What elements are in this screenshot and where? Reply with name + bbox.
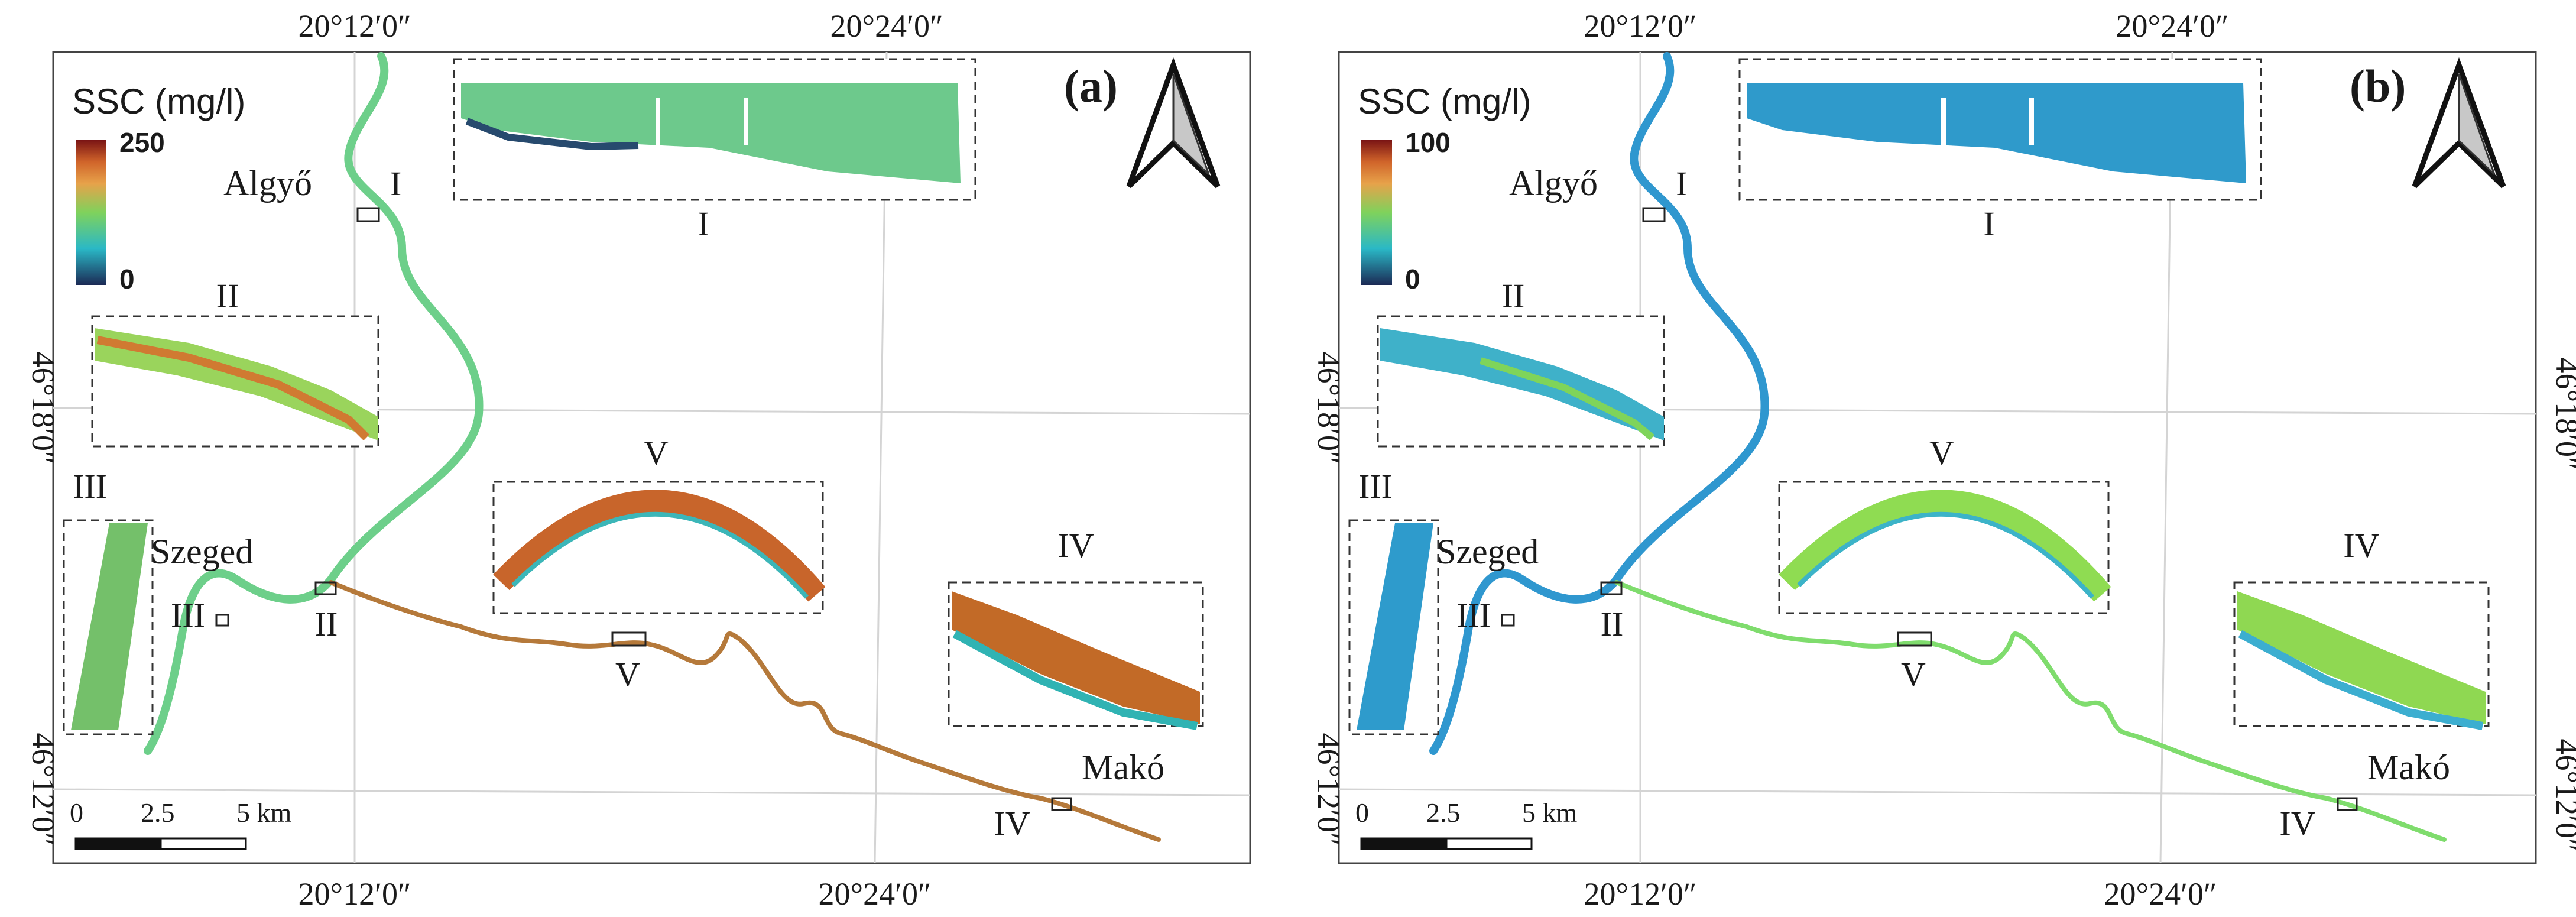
inset-label-iv: IV	[2343, 526, 2379, 565]
lon-label-top-right: 20°24′0″	[830, 8, 943, 44]
place-mako: Makó	[1082, 748, 1164, 787]
site-box-iv	[2337, 797, 2358, 811]
legend-title: SSC (mg/l)	[1358, 82, 1531, 121]
inset-ii-river	[1380, 328, 1664, 440]
north-arrow-icon	[2412, 57, 2506, 189]
panel-b: I II III IV V I II III V IV Algyő Szeged…	[1311, 8, 2576, 912]
inset-iii-river	[1357, 523, 1433, 730]
lon-label-top-left: 20°12′0″	[299, 8, 411, 44]
scale-bar	[1360, 837, 1533, 850]
site-label-v: V	[1901, 655, 1926, 694]
inset-v-edge	[1797, 512, 2094, 599]
place-szeged: Szeged	[1436, 532, 1539, 571]
inset-label-v: V	[644, 433, 669, 472]
scale-label-0: 0	[1355, 798, 1369, 828]
legend-max: 250	[119, 127, 165, 158]
legend-color-ramp	[76, 140, 106, 285]
inset-label-iii: III	[1358, 467, 1393, 506]
legend-color-ramp	[1361, 140, 1392, 285]
lat-label-upper: 46°18′0″	[1311, 352, 1347, 465]
panel-label: (b)	[2350, 60, 2406, 112]
inset-iv-river	[952, 591, 1200, 724]
legend-title: SSC (mg/l)	[72, 82, 245, 121]
inset-label-v: V	[1929, 433, 1954, 472]
inset-i-edge	[465, 118, 639, 151]
site-label-iii: III	[1456, 596, 1491, 634]
site-box-v	[1897, 631, 1932, 647]
inset-i-river	[1747, 83, 2246, 183]
site-box-v	[611, 631, 647, 647]
lon-label-top-left: 20°12′0″	[1584, 8, 1697, 44]
scale-bar	[74, 837, 247, 850]
site-label-v: V	[615, 655, 640, 694]
scale-label-end: 5 km	[236, 798, 292, 828]
grid-line	[53, 788, 1251, 796]
site-label-i: I	[390, 164, 401, 203]
inset-ii-bank	[1480, 357, 1654, 440]
lat-label-upper-right: 46°18′0″	[2549, 358, 2576, 471]
inset-i-river	[461, 83, 961, 183]
panel-a: I II III IV V I II III V IV Algyő Szeged…	[25, 8, 1251, 912]
inset-label-iv: IV	[1057, 526, 1094, 565]
grid-line	[1338, 788, 2536, 796]
legend-min: 0	[1405, 264, 1420, 294]
lon-label-bottom-left: 20°12′0″	[299, 876, 411, 912]
site-label-i: I	[1676, 164, 1687, 203]
inset-v-edge	[511, 512, 809, 599]
lat-label-lower-right: 46°12′0″	[2549, 739, 2576, 852]
scale-label-0: 0	[70, 798, 83, 828]
legend-max: 100	[1405, 127, 1451, 158]
inset-iv-edge	[2238, 630, 2484, 730]
site-label-iii: III	[171, 596, 205, 634]
inset-iii-river	[71, 523, 148, 730]
inset-label-ii: II	[216, 277, 239, 315]
lon-label-top-right: 20°24′0″	[2116, 8, 2229, 44]
place-algyo: Algyő	[1509, 164, 1598, 203]
lat-label-lower: 46°12′0″	[25, 733, 61, 846]
site-label-ii: II	[315, 605, 338, 643]
scale-label-end: 5 km	[1522, 798, 1578, 828]
site-box-ii	[1600, 581, 1623, 595]
inset-label-ii: II	[1502, 277, 1525, 315]
inset-v-arc	[1779, 490, 2111, 602]
site-label-iv: IV	[2279, 804, 2315, 843]
inset-label-i: I	[1983, 205, 1994, 243]
inset-iv-river	[2237, 591, 2486, 724]
inset-v-arc	[493, 490, 826, 602]
lat-label-upper: 46°18′0″	[25, 352, 61, 465]
lon-label-bottom-left: 20°12′0″	[1584, 876, 1697, 912]
north-arrow-icon	[1126, 57, 1221, 189]
site-box-i	[1642, 207, 1666, 222]
site-label-ii: II	[1601, 605, 1624, 643]
site-box-ii	[314, 581, 337, 595]
place-szeged: Szeged	[151, 532, 253, 571]
site-box-iv	[1051, 797, 1072, 811]
place-mako: Makó	[2367, 748, 2450, 787]
inset-iv-edge	[952, 630, 1198, 730]
scale-label-mid: 2.5	[1426, 798, 1461, 828]
lon-label-bottom-right: 20°24′0″	[2104, 876, 2217, 912]
legend-min: 0	[119, 264, 135, 294]
lat-label-lower: 46°12′0″	[1311, 733, 1347, 846]
place-algyo: Algyő	[223, 164, 312, 203]
site-box-iii	[1501, 614, 1515, 627]
scale-label-mid: 2.5	[141, 798, 175, 828]
site-box-iii	[215, 614, 229, 627]
site-label-iv: IV	[994, 804, 1030, 843]
inset-label-i: I	[697, 205, 709, 243]
lon-label-bottom-right: 20°24′0″	[819, 876, 932, 912]
inset-ii-bank	[96, 336, 369, 440]
inset-label-iii: III	[73, 467, 107, 506]
site-box-i	[356, 207, 380, 222]
panel-label: (a)	[1064, 60, 1118, 112]
